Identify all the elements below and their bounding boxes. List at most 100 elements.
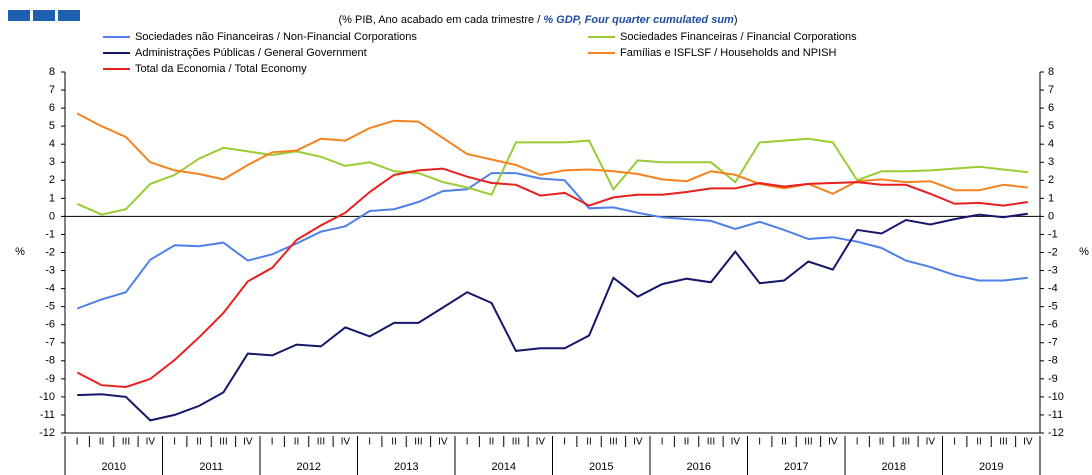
x-tick-label: IV — [536, 437, 546, 448]
year-label: 2010 — [102, 461, 126, 473]
y2-tick-label: -10 — [1048, 391, 1064, 403]
y2-tick-label: -8 — [1048, 355, 1058, 367]
y-tick-label: 4 — [49, 138, 55, 150]
y-tick-label: -11 — [40, 409, 55, 421]
x-tick-label: IV — [438, 437, 448, 448]
legend-label: Administrações Públicas / General Govern… — [135, 47, 367, 59]
x-tick-label: III — [122, 437, 130, 448]
x-tick-label: I — [271, 437, 274, 448]
y2-tick-label: -12 — [1048, 427, 1064, 439]
series-line — [76, 172, 1028, 310]
year-label: 2012 — [297, 461, 321, 473]
x-tick-label: IV — [828, 437, 838, 448]
x-tick-label: IV — [926, 437, 936, 448]
chart-title: (% PIB, Ano acabado em cada trimestre / … — [338, 14, 737, 26]
x-tick-label: III — [902, 437, 910, 448]
series-line — [76, 112, 1028, 195]
y2-tick-label: 6 — [1048, 102, 1054, 114]
x-tick-label: IV — [633, 437, 643, 448]
y-tick-label: -4 — [45, 283, 55, 295]
logo-block — [33, 10, 55, 21]
y2-tick-label: -5 — [1048, 301, 1058, 313]
y2-tick-label: -9 — [1048, 373, 1058, 385]
y-tick-label: 5 — [49, 120, 55, 132]
y-tick-label: -2 — [45, 246, 55, 258]
x-tick-label: I — [758, 437, 761, 448]
x-tick-label: II — [489, 437, 495, 448]
year-label: 2019 — [979, 461, 1003, 473]
y2-tick-label: 7 — [1048, 84, 1054, 96]
x-tick-label: II — [586, 437, 592, 448]
y-tick-label: -5 — [45, 301, 55, 313]
x-tick-label: IV — [731, 437, 741, 448]
legend-label: Famílias e ISFLSF / Households and NPISH — [620, 47, 836, 59]
x-tick-label: IV — [146, 437, 156, 448]
x-tick-label: II — [99, 437, 105, 448]
y-tick-label: -3 — [45, 264, 55, 276]
y-tick-label: -9 — [45, 373, 55, 385]
y-tick-label: 1 — [49, 192, 55, 204]
x-tick-label: II — [294, 437, 300, 448]
legend-label: Sociedades não Financeiras / Non-Financi… — [135, 31, 417, 43]
x-tick-label: IV — [243, 437, 253, 448]
series-line — [76, 167, 1028, 389]
x-tick-label: III — [317, 437, 325, 448]
y2-tick-label: 0 — [1048, 210, 1054, 222]
x-tick-label: II — [879, 437, 885, 448]
x-tick-label: III — [999, 437, 1007, 448]
x-tick-label: II — [976, 437, 982, 448]
y-tick-label: 0 — [49, 210, 55, 222]
year-label: 2013 — [394, 461, 418, 473]
series-line — [76, 137, 1028, 216]
year-label: 2011 — [199, 461, 223, 473]
y2-tick-label: -1 — [1048, 228, 1058, 240]
y-tick-label: 2 — [49, 174, 55, 186]
x-tick-label: I — [953, 437, 956, 448]
x-tick-label: III — [804, 437, 812, 448]
year-label: 2018 — [882, 461, 906, 473]
x-tick-label: I — [856, 437, 859, 448]
y-tick-label: -12 — [39, 427, 55, 439]
x-tick-label: II — [391, 437, 397, 448]
y2-axis-label: % — [1079, 246, 1089, 258]
x-tick-label: III — [707, 437, 715, 448]
y2-tick-label: -7 — [1048, 337, 1058, 349]
x-tick-label: I — [563, 437, 566, 448]
y2-tick-label: 8 — [1048, 66, 1054, 78]
y-tick-label: 6 — [49, 102, 55, 114]
x-tick-label: I — [76, 437, 79, 448]
y2-tick-label: 3 — [1048, 156, 1054, 168]
year-label: 2016 — [687, 461, 711, 473]
x-tick-label: II — [781, 437, 787, 448]
y-tick-label: 3 — [49, 156, 55, 168]
y-tick-label: -6 — [45, 319, 55, 331]
y-tick-label: -1 — [45, 228, 55, 240]
x-tick-label: IV — [1023, 437, 1033, 448]
y2-tick-label: 2 — [1048, 174, 1054, 186]
year-label: 2014 — [492, 461, 516, 473]
y2-tick-label: 5 — [1048, 120, 1054, 132]
series-line — [77, 212, 1028, 422]
x-tick-label: I — [368, 437, 371, 448]
y2-tick-label: -3 — [1048, 264, 1058, 276]
x-tick-label: III — [414, 437, 422, 448]
logo-block — [58, 10, 80, 21]
x-tick-label: I — [466, 437, 469, 448]
legend-label: Total da Economia / Total Economy — [135, 63, 307, 75]
x-tick-label: III — [219, 437, 227, 448]
y-tick-label: 7 — [49, 84, 55, 96]
y-tick-label: -7 — [45, 337, 55, 349]
y2-tick-label: -6 — [1048, 319, 1058, 331]
year-label: 2017 — [784, 461, 808, 473]
y-tick-label: 8 — [49, 66, 55, 78]
y-tick-label: -8 — [45, 355, 55, 367]
x-tick-label: IV — [341, 437, 351, 448]
y2-tick-label: 1 — [1048, 192, 1054, 204]
x-tick-label: I — [173, 437, 176, 448]
y-tick-label: -10 — [39, 391, 55, 403]
x-tick-label: III — [512, 437, 520, 448]
year-label: 2015 — [589, 461, 613, 473]
x-tick-label: II — [684, 437, 690, 448]
y2-tick-label: -4 — [1048, 283, 1058, 295]
